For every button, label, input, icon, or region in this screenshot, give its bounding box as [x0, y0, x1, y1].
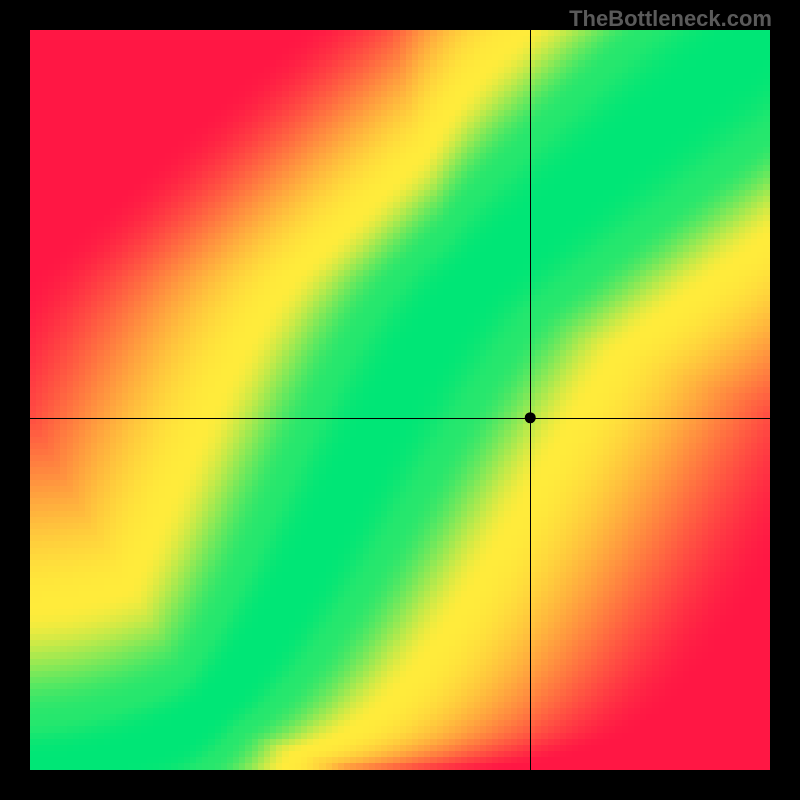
bottleneck-heatmap-canvas	[30, 30, 770, 770]
watermark-text: TheBottleneck.com	[569, 6, 772, 32]
